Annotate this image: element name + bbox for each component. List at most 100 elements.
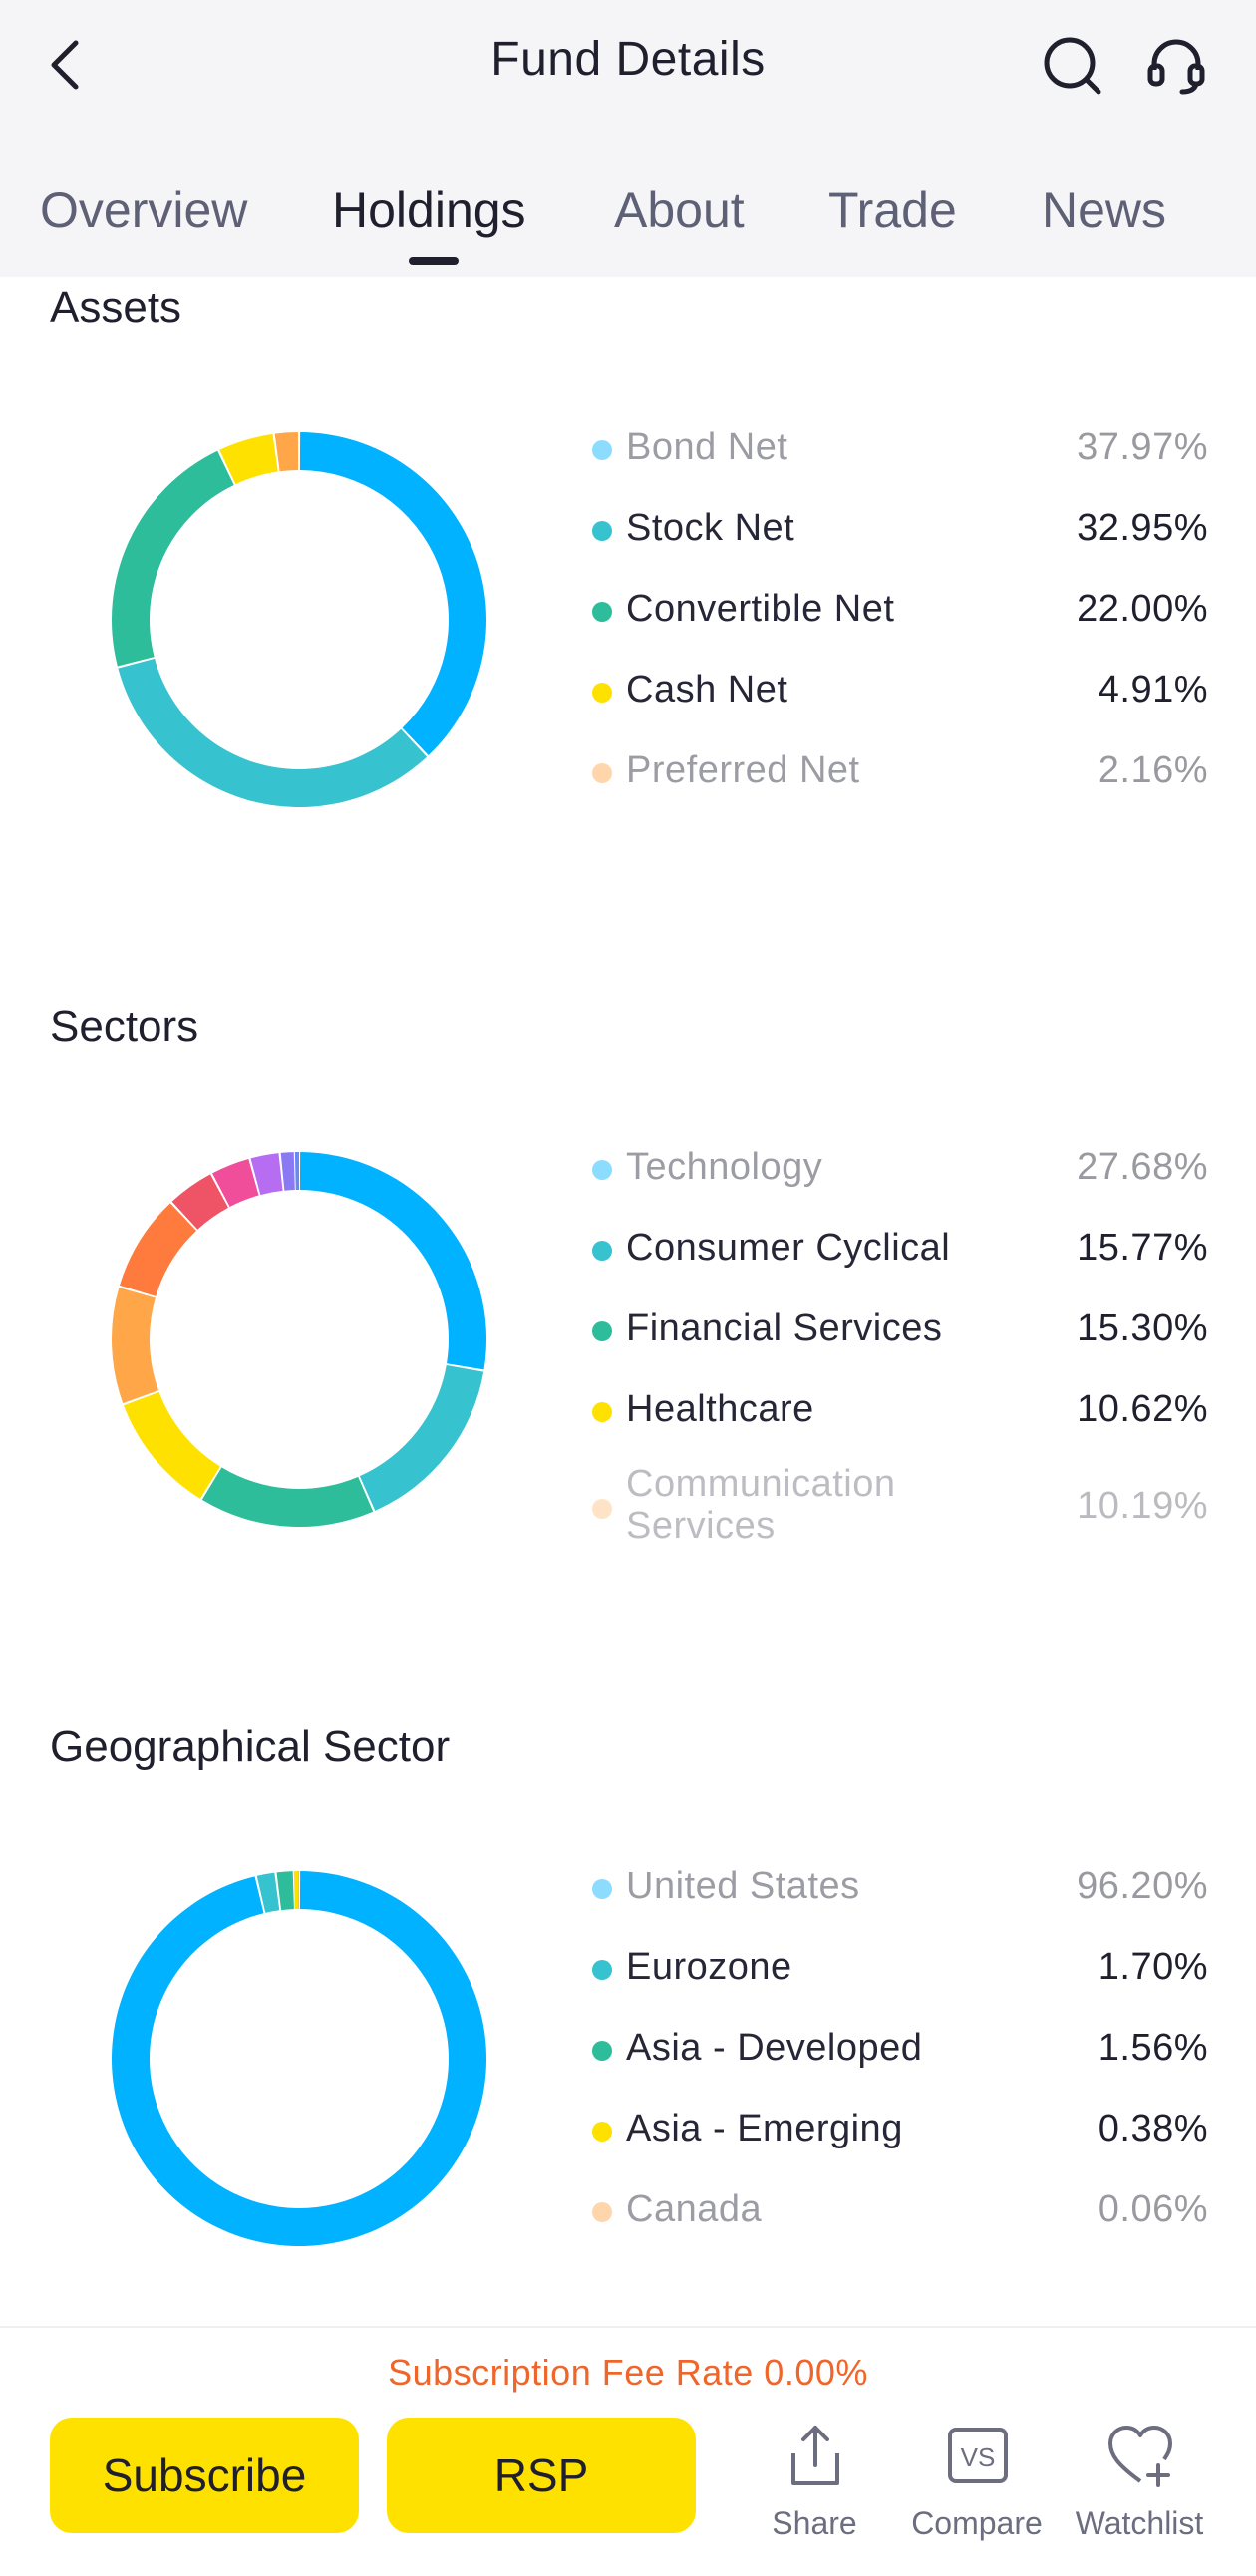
legend-dot — [592, 1402, 612, 1422]
legend-item: United States 96.20% — [588, 1858, 1208, 1927]
assets-donut-chart — [112, 432, 486, 807]
legend-dot — [592, 683, 612, 703]
legend-value: 0.38% — [1098, 2108, 1208, 2149]
legend-label: Cash Net — [626, 669, 788, 711]
legend-value: 1.56% — [1098, 2027, 1208, 2069]
legend-label: Eurozone — [626, 1946, 792, 1988]
legend-label: Convertible Net — [626, 588, 895, 630]
geo-donut-chart — [112, 1871, 486, 2246]
donut-slice-technology — [299, 1152, 486, 1370]
heart-plus-icon — [1108, 2426, 1172, 2487]
donut-slice-preferred-net — [274, 432, 299, 472]
legend-item: Stock Net 32.95% — [588, 499, 1208, 569]
donut-slice-united-states — [112, 1871, 486, 2246]
donut-slice-stock-net — [118, 658, 428, 807]
svg-text:VS: VS — [961, 2442, 996, 2472]
legend-label: Consumer Cyclical — [626, 1227, 951, 1269]
legend-dot — [592, 1879, 612, 1899]
donut-slice-bond-net — [299, 432, 486, 756]
legend-label: United States — [626, 1865, 860, 1907]
legend-dot — [592, 1160, 612, 1180]
legend-label: Communication Services — [626, 1463, 896, 1547]
back-button[interactable] — [36, 28, 96, 102]
legend-dot — [592, 440, 612, 460]
compare-label: Compare — [911, 2505, 1043, 2541]
customer-support-button[interactable] — [1140, 30, 1212, 102]
legend-item: Communication Services 10.19% — [588, 1463, 1208, 1547]
tab-news[interactable]: News — [1042, 182, 1167, 238]
legend-value: 0.06% — [1098, 2188, 1208, 2230]
legend-dot — [592, 521, 612, 541]
donut-slice-communication-services — [112, 1288, 159, 1404]
legend-value: 10.62% — [1077, 1388, 1208, 1430]
legend-dot — [592, 1499, 612, 1519]
donut-slice-healthcare — [124, 1391, 220, 1499]
watchlist-label: Watchlist — [1075, 2505, 1204, 2541]
tab-holdings[interactable]: Holdings — [332, 182, 526, 238]
donut-slice-cash-net — [219, 433, 278, 485]
legend-item: Asia - Emerging 0.38% — [588, 2100, 1208, 2169]
legend-item: Preferred Net 2.16% — [588, 741, 1208, 811]
legend-dot — [592, 2202, 612, 2222]
legend-value: 4.91% — [1098, 669, 1208, 711]
legend-label: Healthcare — [626, 1388, 814, 1430]
legend-item: Healthcare 10.62% — [588, 1380, 1208, 1450]
legend-value: 32.95% — [1077, 507, 1208, 549]
donut-slice-asia-emerging — [293, 1871, 299, 1910]
legend-item: Technology 27.68% — [588, 1138, 1208, 1208]
legend-item: Consumer Cyclical 15.77% — [588, 1219, 1208, 1288]
sectors-donut-chart — [112, 1152, 486, 1527]
legend-value: 15.77% — [1077, 1227, 1208, 1269]
legend-dot — [592, 1241, 612, 1261]
watchlist-button[interactable]: Watchlist — [1065, 2420, 1214, 2549]
section-title-sectors: Sectors — [50, 1002, 199, 1051]
legend-value: 15.30% — [1077, 1307, 1208, 1349]
page-title: Fund Details — [490, 33, 766, 86]
headset-icon — [1147, 39, 1205, 95]
legend-label: Preferred Net — [626, 749, 860, 791]
bottom-action-bar: Subscription Fee Rate 0.00% Subscribe RS… — [0, 2326, 1256, 2576]
search-icon — [1044, 37, 1101, 95]
tab-trade[interactable]: Trade — [828, 182, 957, 238]
legend-value: 27.68% — [1077, 1146, 1208, 1188]
legend-label: Financial Services — [626, 1307, 943, 1349]
tab-about[interactable]: About — [614, 182, 745, 238]
subscribe-button[interactable]: Subscribe — [50, 2418, 359, 2533]
subscription-fee-rate: Subscription Fee Rate 0.00% — [388, 2352, 868, 2393]
section-title-assets: Assets — [50, 283, 182, 332]
legend-item: Asia - Developed 1.56% — [588, 2019, 1208, 2089]
legend-item: Cash Net 4.91% — [588, 661, 1208, 730]
tab-bar: Overview Holdings About Trade News — [0, 169, 1256, 277]
donut-slice-other — [119, 1203, 197, 1296]
tab-overview[interactable]: Overview — [40, 182, 248, 238]
legend-dot — [592, 2041, 612, 2061]
legend-dot — [592, 1321, 612, 1341]
legend-dot — [592, 763, 612, 783]
legend-dot — [592, 2122, 612, 2142]
legend-item: Canada 0.06% — [588, 2180, 1208, 2250]
legend-value: 10.19% — [1077, 1485, 1208, 1527]
donut-slice-canada — [298, 1871, 299, 1910]
legend-value: 96.20% — [1077, 1865, 1208, 1907]
legend-item: Eurozone 1.70% — [588, 1938, 1208, 2008]
legend-value: 22.00% — [1077, 588, 1208, 630]
search-button[interactable] — [1037, 30, 1108, 102]
share-button[interactable]: Share — [740, 2420, 889, 2549]
donut-slice-consumer-cyclical — [359, 1365, 484, 1511]
section-title-geographical: Geographical Sector — [50, 1722, 451, 1771]
donut-slice-asia-developed — [276, 1871, 294, 1911]
active-tab-indicator — [409, 257, 459, 265]
legend-value: 1.70% — [1098, 1946, 1208, 1988]
donut-slice-other — [171, 1174, 229, 1230]
donut-slice-other — [212, 1158, 259, 1208]
legend-value: 37.97% — [1077, 427, 1208, 468]
legend-label: Stock Net — [626, 507, 795, 549]
donut-slice-other — [280, 1152, 295, 1191]
legend-label: Bond Net — [626, 427, 788, 468]
legend-label: Asia - Developed — [626, 2027, 923, 2069]
share-label: Share — [772, 2505, 857, 2541]
donut-slice-eurozone — [256, 1872, 280, 1913]
compare-button[interactable]: VS Compare — [902, 2420, 1052, 2549]
rsp-button[interactable]: RSP — [387, 2418, 696, 2533]
share-icon — [791, 2426, 839, 2485]
